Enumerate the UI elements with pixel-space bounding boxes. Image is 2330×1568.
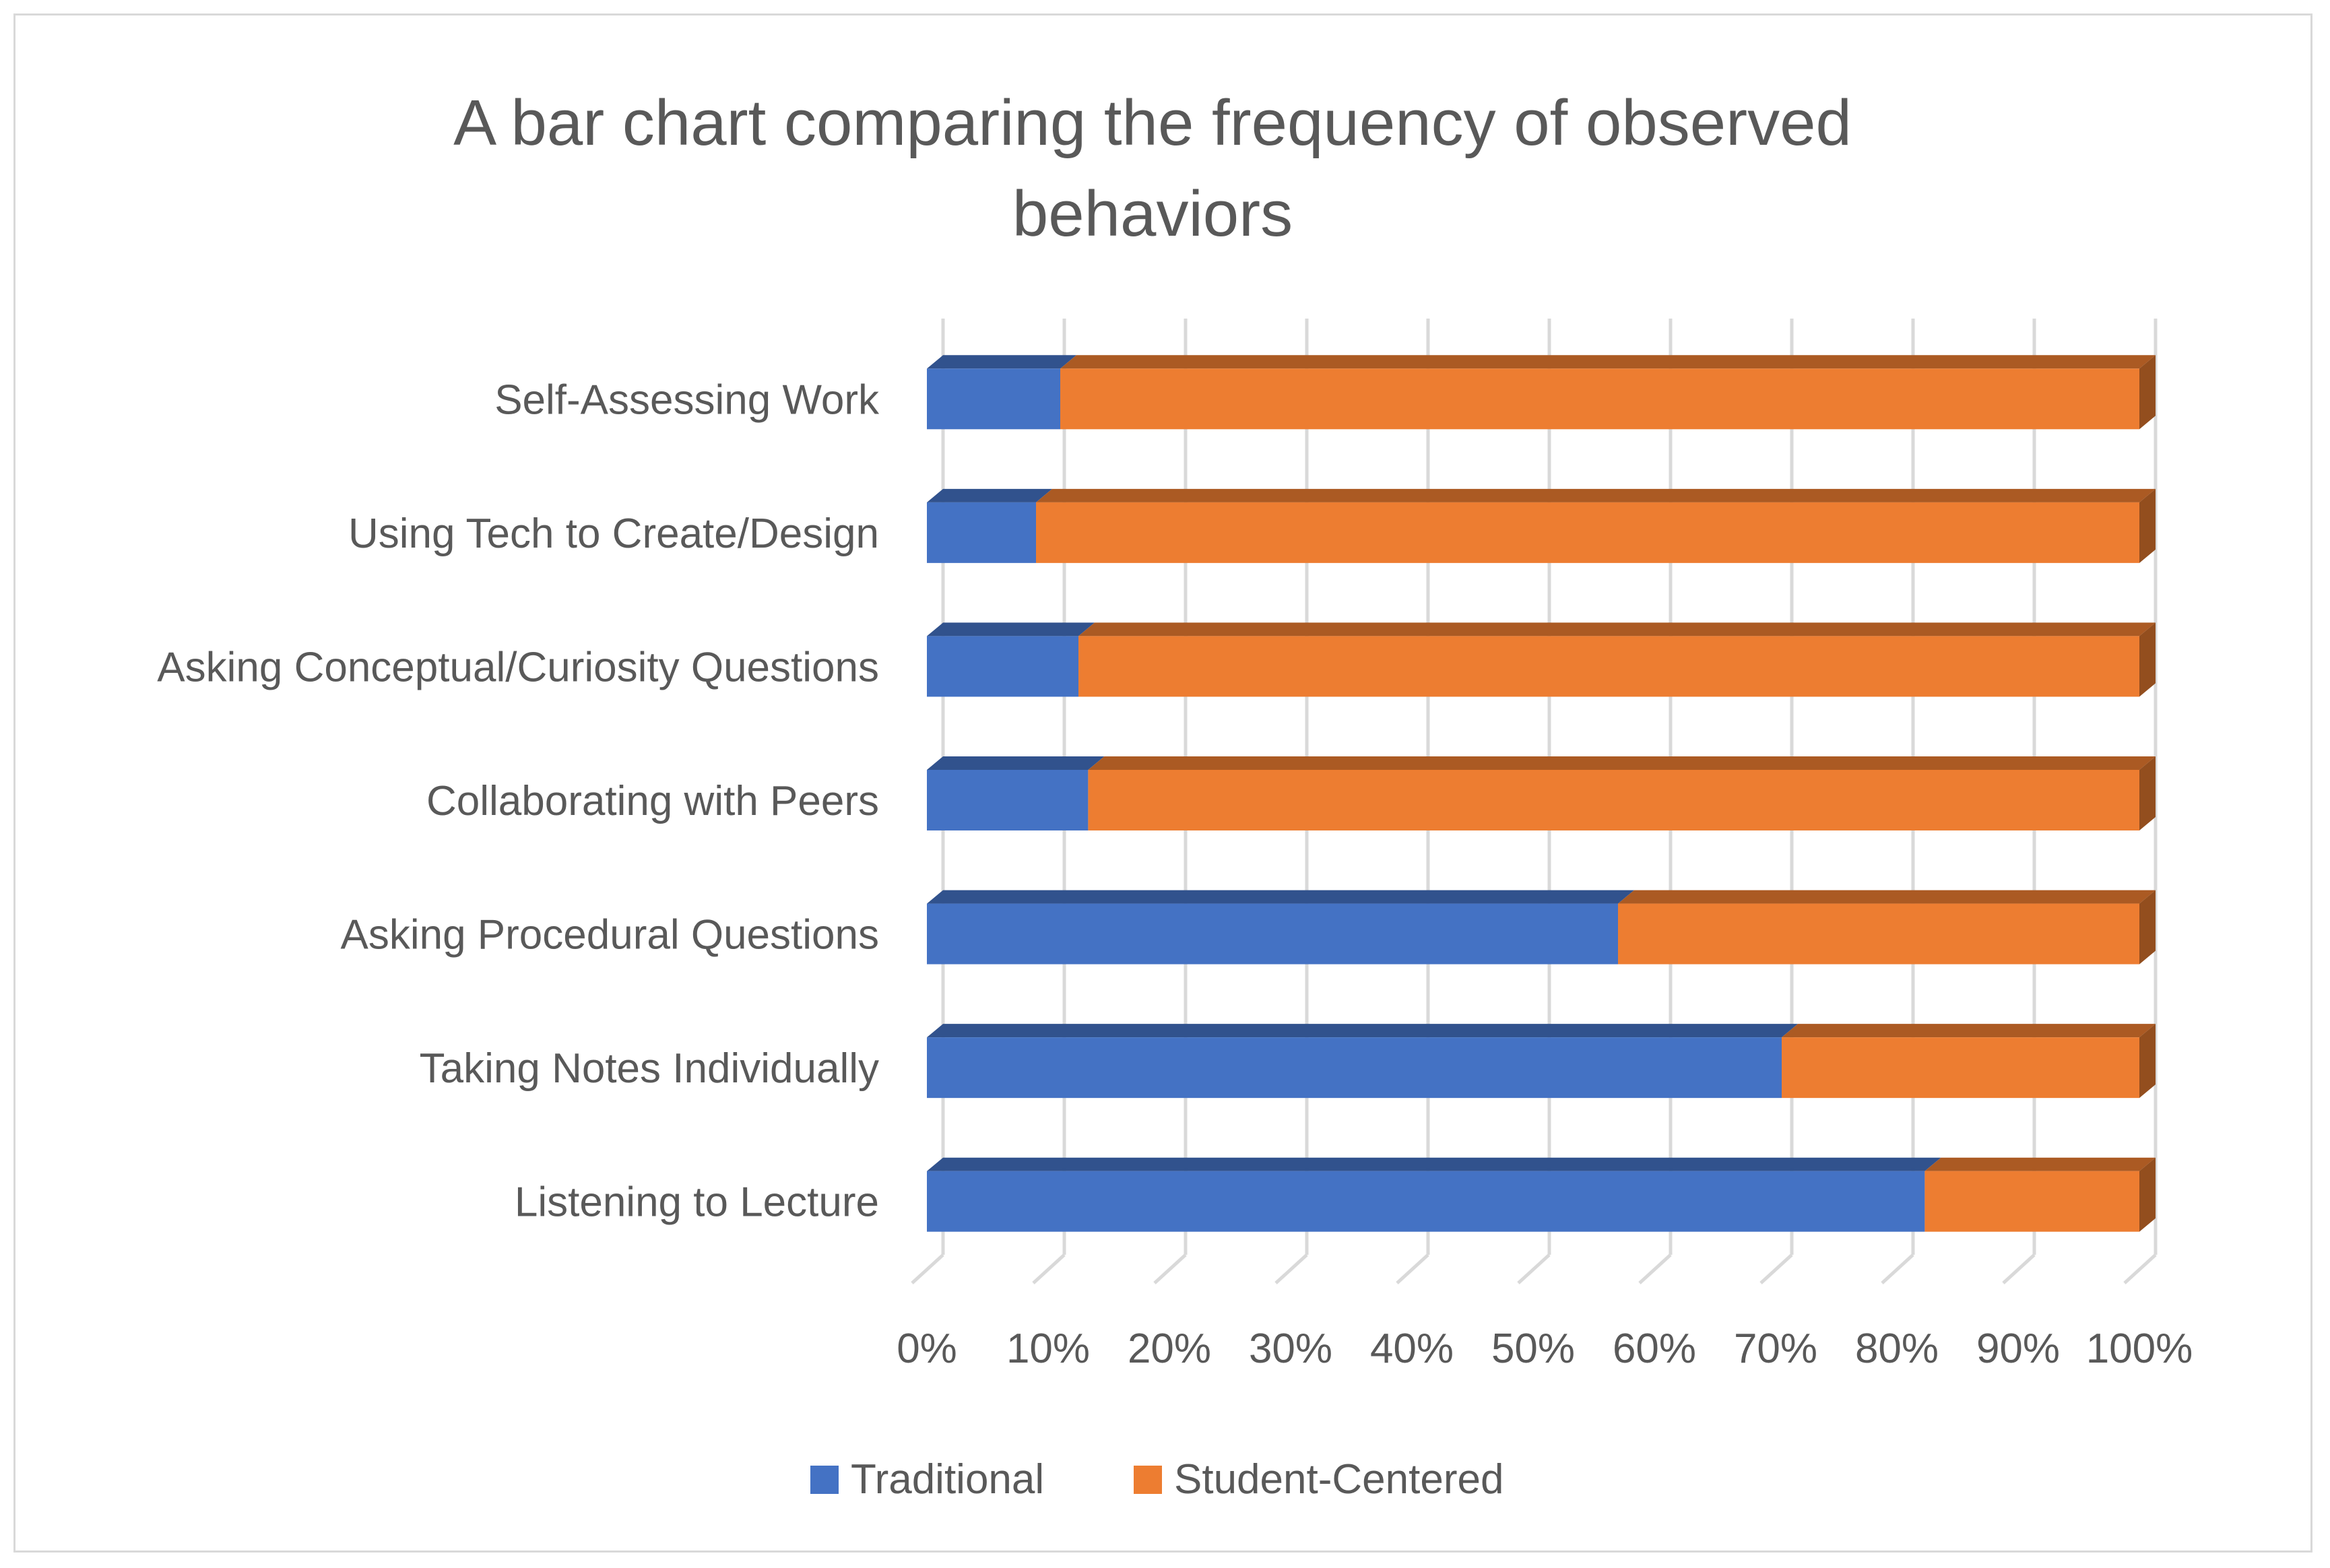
bar-side-face [2139,890,2156,965]
bar-segment-student-centered [1060,355,2156,430]
bar-segment-traditional [927,756,1105,830]
bar-top-face [927,622,1095,636]
category-label: Taking Notes Individually [420,1045,879,1092]
floor-line [1759,1253,1793,1284]
bar-top-face [1078,622,2156,636]
bar-front-face [927,1171,1925,1232]
bar-front-face [927,1037,1782,1099]
category-label: Self-Assessing Work [494,377,880,423]
legend-swatch [1134,1466,1162,1494]
bar-front-face [1924,1171,2139,1232]
category-label: Asking Conceptual/Curiosity Questions [157,644,879,690]
bar-segment-traditional [927,890,1634,965]
category-label: Asking Procedural Questions [340,912,879,958]
x-tick-label: 90% [1976,1326,2060,1372]
x-tick-label: 40% [1370,1326,1454,1372]
bar-top-face [927,355,1076,369]
chart-frame: A bar chart comparing the frequency of o… [13,13,2312,1553]
floor-line [1153,1253,1187,1284]
x-tick-label: 60% [1613,1326,1696,1372]
legend: Traditional Student-Centered [810,1456,1503,1503]
bar-top-face [1924,1157,2156,1171]
bar-front-face [1060,368,2139,430]
bar-front-face [1782,1037,2139,1099]
bar-segment-student-centered [1924,1157,2156,1232]
x-tick-label: 50% [1491,1326,1575,1372]
bar-top-face [1036,488,2156,502]
legend-label: Traditional [851,1456,1044,1503]
bar-top-face [927,1024,1798,1038]
category-label: Using Tech to Create/Design [348,511,879,557]
bar-chart: A bar chart comparing the frequency of o… [157,87,2193,1503]
bar-side-face [2139,756,2156,830]
bar-top-face [1060,355,2156,369]
bar-top-face [1782,1024,2156,1038]
bar-top-face [1618,890,2156,904]
bar-top-face [927,890,1634,904]
category-labels: Self-Assessing Work Using Tech to Create/… [157,377,880,1225]
bar-front-face [1088,770,2139,830]
bar-segment-traditional [927,1024,1798,1099]
bar-top-face [927,756,1105,770]
bar-top-face [1088,756,2156,770]
floor-line [911,1253,944,1284]
floor-line [1881,1253,1914,1284]
bar-segment-student-centered [1088,756,2156,830]
bar-segment-traditional [927,622,1095,697]
bar-top-face [927,1157,1941,1171]
bar-segment-student-centered [1618,890,2156,965]
chart-title-line-1: A bar chart comparing the frequency of o… [453,87,1852,159]
x-axis-tick-labels: 0% 10% 20% 30% 40% 50% 60% 70% 80% 90% 100% [897,1326,2193,1372]
chart-title: A bar chart comparing the frequency of o… [453,87,1852,250]
x-tick-label: 20% [1128,1326,1211,1372]
floor-line [2002,1253,2036,1284]
bar-segment-student-centered [1078,622,2156,697]
x-tick-label: 100% [2086,1326,2193,1372]
floor-line [1517,1253,1551,1284]
bar-front-face [927,368,1060,430]
bar-segment-student-centered [1782,1024,2156,1099]
bar-front-face [1078,636,2139,697]
legend-item: Traditional [810,1456,1044,1503]
bar-side-face [2139,622,2156,697]
x-tick-label: 80% [1855,1326,1939,1372]
floor-line [1032,1253,1066,1284]
legend-item: Student-Centered [1134,1456,1503,1503]
bar-segment-traditional [927,1157,1941,1232]
x-tick-label: 0% [897,1326,957,1372]
bar-front-face [1036,502,2139,563]
bar-side-face [2139,355,2156,430]
floor-line [1638,1253,1672,1284]
bars [927,355,2156,1232]
bar-side-face [2139,488,2156,563]
category-label: Listening to Lecture [515,1179,879,1226]
bar-segment-traditional [927,488,1052,563]
bar-front-face [927,903,1618,965]
bar-segment-traditional [927,355,1076,430]
chart-title-line-2: behaviors [1012,178,1293,250]
floor-line [2123,1253,2157,1284]
bar-side-face [2139,1024,2156,1099]
legend-swatch [810,1466,839,1494]
bar-top-face [927,488,1052,502]
x-tick-label: 70% [1734,1326,1817,1372]
x-tick-label: 10% [1006,1326,1090,1372]
bar-front-face [927,770,1089,830]
category-label: Collaborating with Peers [426,778,879,824]
floor-line [1274,1253,1308,1284]
bar-front-face [1618,903,2139,965]
floor-line [1396,1253,1429,1284]
bar-front-face [927,636,1078,697]
bar-front-face [927,502,1036,563]
bar-side-face [2139,1157,2156,1232]
x-tick-label: 30% [1249,1326,1332,1372]
bar-segment-student-centered [1036,488,2156,563]
legend-label: Student-Centered [1174,1456,1503,1503]
